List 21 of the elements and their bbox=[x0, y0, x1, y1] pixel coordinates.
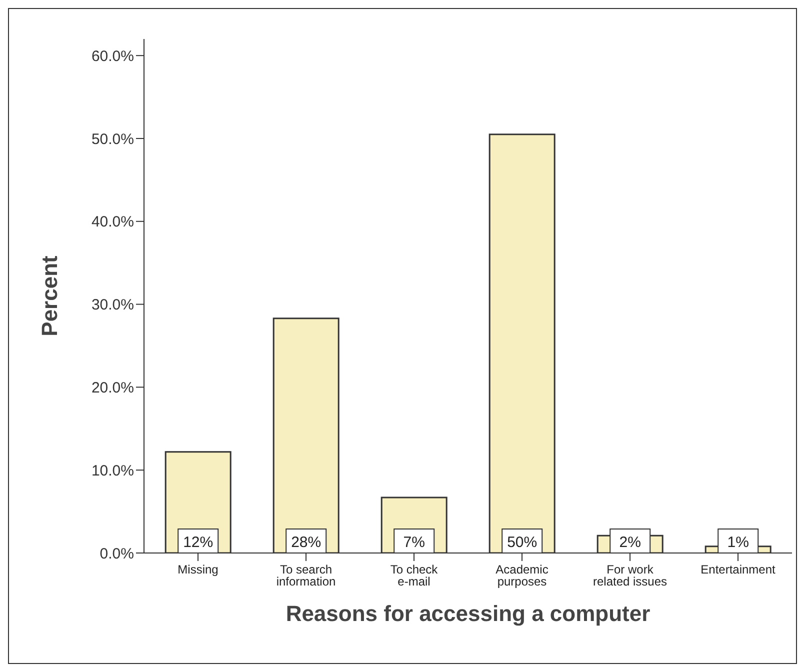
y-tick-label: 60.0% bbox=[91, 48, 134, 65]
x-tick-label: To search information bbox=[276, 562, 336, 589]
y-axis-title: Percent bbox=[36, 254, 62, 336]
y-tick-label: 30.0% bbox=[91, 296, 134, 314]
x-tick-label: Academic purposes bbox=[496, 562, 548, 589]
data-label: 12% bbox=[183, 534, 214, 551]
y-tick-label: 0.0% bbox=[100, 545, 134, 562]
x-tick-label: For work related issues bbox=[592, 562, 668, 589]
data-label: 50% bbox=[507, 534, 538, 551]
data-label: 1% bbox=[727, 534, 749, 551]
x-tick-label: To check e-mail bbox=[390, 562, 439, 589]
data-label: 2% bbox=[619, 534, 641, 551]
x-axis-title: Reasons for accessing a computer bbox=[286, 601, 651, 626]
x-tick-label: Entertainment bbox=[700, 562, 776, 577]
y-tick-label: 50.0% bbox=[91, 130, 134, 148]
data-label: 7% bbox=[403, 534, 425, 551]
y-tick-label: 40.0% bbox=[91, 214, 134, 231]
y-tick-label: 10.0% bbox=[91, 462, 134, 480]
x-tick-label: Missing bbox=[178, 562, 218, 577]
data-label: 28% bbox=[291, 534, 322, 551]
y-tick-label: 20.0% bbox=[91, 380, 134, 397]
